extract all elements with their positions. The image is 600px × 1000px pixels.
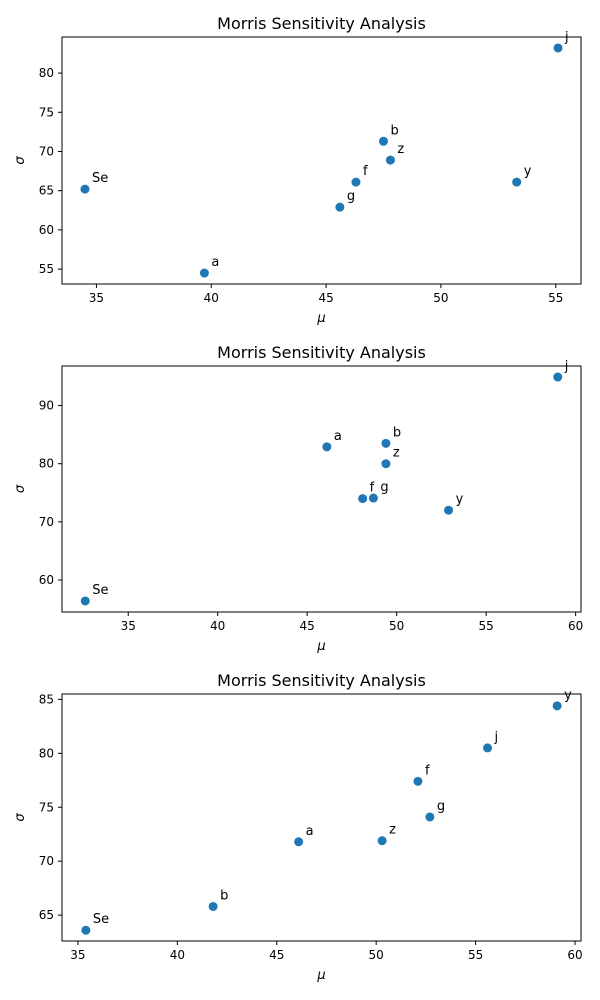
- chart-title: Morris Sensitivity Analysis: [217, 343, 426, 362]
- data-point-Se: [81, 925, 91, 935]
- point-label-b: b: [220, 888, 228, 903]
- data-point-f: [358, 494, 368, 504]
- data-point-b: [379, 136, 389, 146]
- x-tick-label: 35: [121, 619, 136, 633]
- y-tick-label: 65: [39, 908, 54, 922]
- chart-title: Morris Sensitivity Analysis: [217, 671, 426, 690]
- x-tick-label: 45: [300, 619, 315, 633]
- x-tick-label: 50: [369, 948, 384, 962]
- point-label-f: f: [370, 481, 375, 496]
- point-label-z: z: [393, 446, 400, 461]
- point-label-Se: Se: [92, 583, 108, 598]
- data-point-a: [199, 268, 209, 278]
- chart-panel-3: Morris Sensitivity Analysis Se b a z f g j y 35 40…: [13, 671, 583, 983]
- point-label-z: z: [389, 823, 396, 838]
- point-label-j: j: [564, 359, 569, 374]
- point-label-a: a: [211, 255, 219, 270]
- y-tick-label: 80: [39, 746, 54, 760]
- data-point-g: [425, 812, 435, 822]
- x-tick-label: 50: [433, 291, 448, 305]
- x-tick-label: 35: [70, 948, 85, 962]
- data-point-z: [381, 459, 391, 469]
- data-point-Se: [80, 596, 90, 606]
- axes-frame: [61, 365, 582, 613]
- x-tick-label: 50: [389, 619, 404, 633]
- x-tick-label: 45: [269, 948, 284, 962]
- data-point-j: [553, 372, 563, 382]
- point-label-y: y: [564, 688, 572, 703]
- y-tick-label: 90: [39, 399, 54, 413]
- y-tick-label: 60: [39, 223, 54, 237]
- data-point-g: [368, 493, 378, 503]
- data-point-z: [385, 155, 395, 165]
- x-axis-label: μ: [316, 968, 325, 983]
- point-label-b: b: [391, 123, 399, 138]
- y-tick-label: 65: [39, 184, 54, 198]
- point-label-Se: Se: [93, 912, 109, 927]
- x-tick-label: 40: [210, 619, 225, 633]
- y-axis-label: σ: [13, 156, 28, 165]
- point-label-j: j: [494, 730, 499, 745]
- data-point-b: [208, 901, 218, 911]
- x-tick-label: 35: [89, 291, 104, 305]
- data-point-y: [444, 505, 454, 515]
- point-label-a: a: [334, 429, 342, 444]
- y-tick-label: 70: [39, 515, 54, 529]
- point-label-f: f: [425, 763, 430, 778]
- y-axis-label: σ: [13, 813, 28, 822]
- y-tick-label: 80: [39, 457, 54, 471]
- chart-title: Morris Sensitivity Analysis: [217, 14, 426, 33]
- y-tick-label: 80: [39, 66, 54, 80]
- data-point-b: [381, 438, 391, 448]
- data-point-f: [413, 776, 423, 786]
- y-axis-label: σ: [13, 484, 28, 493]
- point-label-b: b: [393, 425, 401, 440]
- x-axis-label: μ: [316, 639, 325, 654]
- point-label-g: g: [380, 480, 388, 495]
- x-tick-label: 55: [468, 948, 483, 962]
- chart-panel-2: Morris Sensitivity Analysis Se a f g bz y j 35 40…: [13, 343, 583, 654]
- point-label-f: f: [363, 164, 368, 179]
- data-point-Se: [80, 184, 90, 194]
- data-point-z: [377, 836, 387, 846]
- point-label-g: g: [437, 799, 445, 814]
- point-label-a: a: [306, 824, 314, 839]
- y-tick-label: 70: [39, 144, 54, 158]
- x-tick-label: 40: [170, 948, 185, 962]
- x-tick-label: 40: [204, 291, 219, 305]
- data-point-f: [351, 177, 361, 187]
- point-label-y: y: [524, 164, 532, 179]
- x-axis-label: μ: [316, 311, 325, 326]
- point-label-g: g: [347, 189, 355, 204]
- data-point-y: [512, 177, 522, 187]
- data-point-j: [553, 43, 563, 53]
- data-point-j: [483, 743, 493, 753]
- data-point-y: [552, 701, 562, 711]
- y-tick-label: 85: [39, 692, 54, 706]
- point-label-y: y: [456, 492, 464, 507]
- x-tick-label: 55: [479, 619, 494, 633]
- point-label-Se: Se: [92, 171, 108, 186]
- x-tick-label: 60: [568, 619, 583, 633]
- point-label-z: z: [397, 142, 404, 157]
- y-tick-label: 70: [39, 854, 54, 868]
- data-point-a: [322, 442, 332, 452]
- x-tick-label: 55: [548, 291, 563, 305]
- y-tick-label: 60: [39, 573, 54, 587]
- axes-frame: [61, 36, 582, 285]
- y-tick-label: 55: [39, 262, 54, 276]
- x-tick-label: 60: [567, 948, 582, 962]
- y-tick-label: 75: [39, 800, 54, 814]
- x-tick-label: 45: [318, 291, 333, 305]
- axes-frame: [61, 693, 582, 942]
- data-point-g: [335, 202, 345, 212]
- data-point-a: [294, 837, 304, 847]
- y-tick-label: 75: [39, 105, 54, 119]
